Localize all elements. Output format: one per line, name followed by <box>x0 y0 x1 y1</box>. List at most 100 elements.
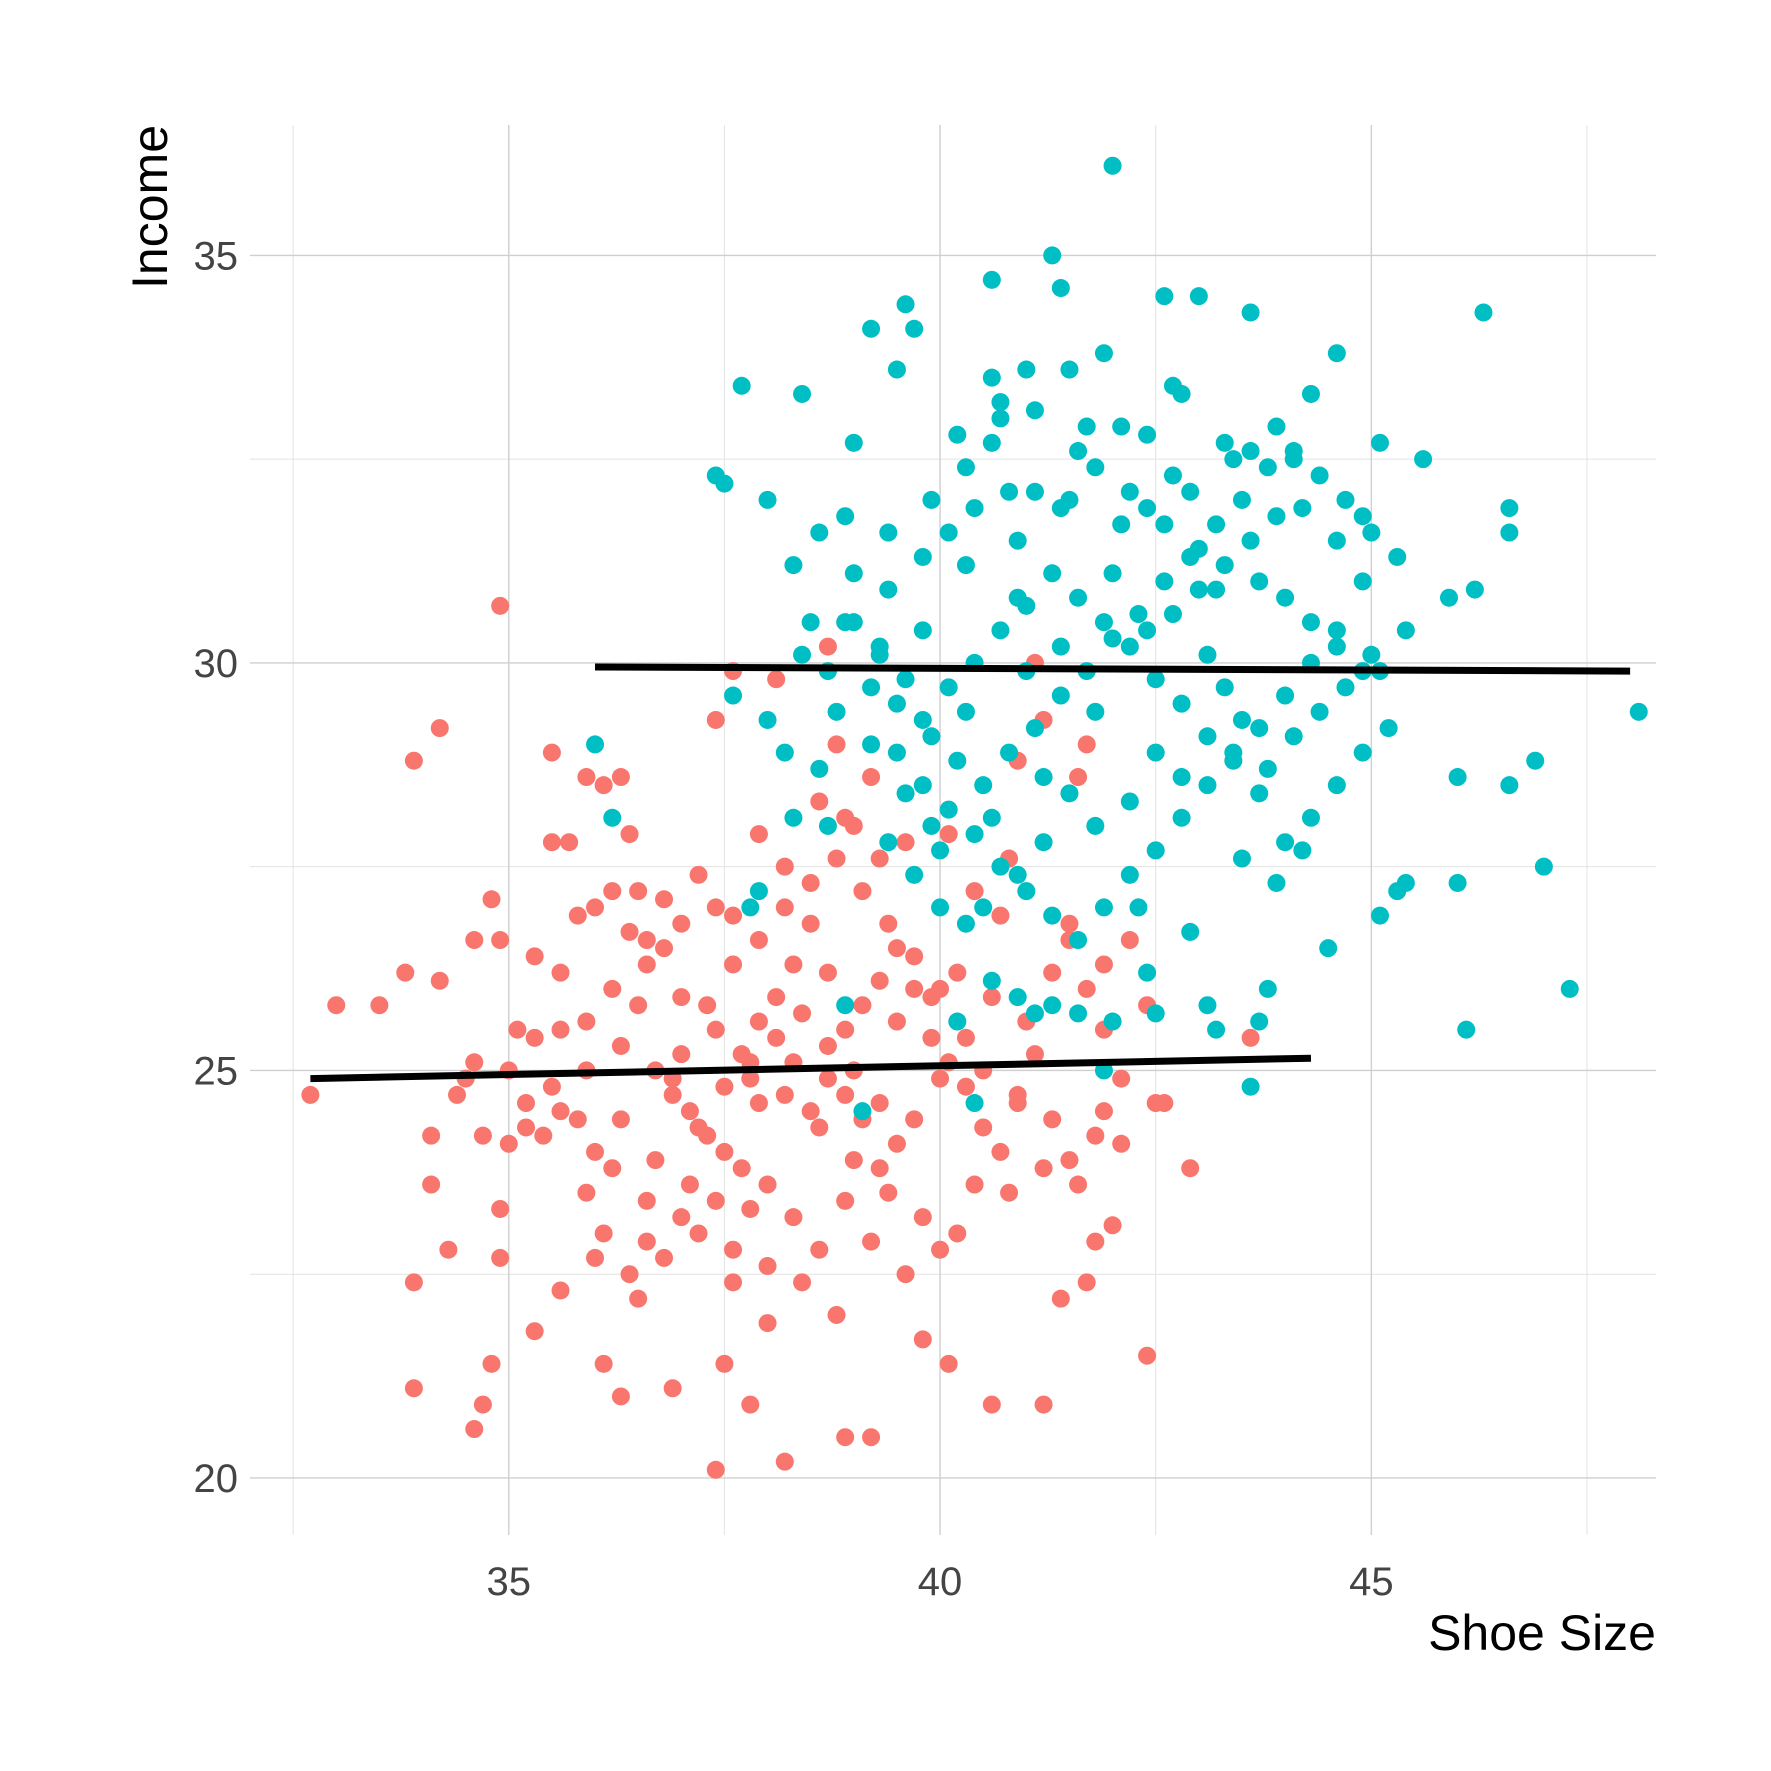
data-point-series-2 <box>1138 963 1157 982</box>
data-point-series-1 <box>905 947 924 966</box>
data-points <box>301 156 1648 1479</box>
data-point-series-2 <box>1000 482 1019 501</box>
data-point-series-2 <box>974 776 993 795</box>
data-point-series-1 <box>465 931 484 950</box>
data-point-series-2 <box>1060 360 1079 379</box>
data-point-series-1 <box>801 914 820 933</box>
data-point-series-2 <box>1034 768 1053 787</box>
data-point-series-1 <box>724 1273 743 1292</box>
data-point-series-1 <box>663 1379 682 1398</box>
data-point-series-1 <box>465 1420 484 1439</box>
y-tick-label: 35 <box>194 234 239 278</box>
data-point-series-2 <box>1198 776 1217 795</box>
data-point-series-2 <box>1353 743 1372 762</box>
data-point-series-2 <box>1155 287 1174 306</box>
data-point-series-1 <box>655 890 674 909</box>
data-point-series-1 <box>844 816 863 835</box>
data-point-series-2 <box>1043 996 1062 1015</box>
data-point-series-2 <box>810 759 829 778</box>
data-point-series-1 <box>1077 735 1096 754</box>
data-point-series-2 <box>1181 547 1200 566</box>
data-point-series-2 <box>1000 743 1019 762</box>
data-point-series-1 <box>534 1126 553 1145</box>
data-point-series-2 <box>1146 670 1165 689</box>
data-point-series-2 <box>991 621 1010 640</box>
data-point-series-1 <box>922 988 941 1007</box>
data-point-series-2 <box>1103 1012 1122 1031</box>
data-point-series-2 <box>1120 637 1139 656</box>
data-point-series-2 <box>1258 759 1277 778</box>
data-point-series-2 <box>1215 556 1234 575</box>
data-point-series-2 <box>1362 523 1381 542</box>
data-point-series-1 <box>879 914 898 933</box>
data-point-series-1 <box>1138 1346 1157 1365</box>
data-point-series-2 <box>827 702 846 721</box>
data-point-series-2 <box>1457 1020 1476 1039</box>
data-point-series-2 <box>1379 719 1398 738</box>
data-point-series-1 <box>1025 1045 1044 1064</box>
data-point-series-1 <box>1112 1134 1131 1153</box>
data-point-series-1 <box>836 1085 855 1104</box>
data-point-series-1 <box>620 1265 639 1284</box>
data-point-series-2 <box>1043 246 1062 265</box>
data-point-series-1 <box>577 768 596 787</box>
data-point-series-1 <box>1069 1175 1088 1194</box>
data-point-series-1 <box>404 1379 423 1398</box>
data-point-series-1 <box>1086 1232 1105 1251</box>
data-point-series-1 <box>862 768 881 787</box>
data-point-series-2 <box>784 808 803 827</box>
data-point-series-1 <box>698 996 717 1015</box>
data-point-series-1 <box>473 1126 492 1145</box>
data-point-series-1 <box>551 963 570 982</box>
data-point-series-2 <box>922 816 941 835</box>
data-point-series-1 <box>775 898 794 917</box>
data-point-series-2 <box>1500 499 1519 518</box>
data-point-series-2 <box>948 751 967 770</box>
data-point-series-2 <box>1094 613 1113 632</box>
data-point-series-2 <box>1293 841 1312 860</box>
data-point-series-1 <box>1086 1126 1105 1145</box>
data-point-series-2 <box>1301 613 1320 632</box>
data-point-series-1 <box>396 963 415 982</box>
data-point-series-2 <box>732 376 751 395</box>
data-point-series-1 <box>853 996 872 1015</box>
data-point-series-2 <box>1051 279 1070 298</box>
data-point-series-2 <box>1224 450 1243 469</box>
data-point-series-1 <box>1034 1395 1053 1414</box>
data-point-series-2 <box>939 678 958 697</box>
data-point-series-1 <box>956 1077 975 1096</box>
data-point-series-1 <box>542 743 561 762</box>
data-point-series-2 <box>1215 433 1234 452</box>
data-point-series-2 <box>1112 515 1131 534</box>
data-point-series-1 <box>629 1289 648 1308</box>
data-point-series-1 <box>491 596 510 615</box>
data-point-series-2 <box>1094 898 1113 917</box>
x-tick-label: 35 <box>487 1560 532 1604</box>
data-point-series-2 <box>922 727 941 746</box>
data-point-series-2 <box>844 564 863 583</box>
data-point-series-2 <box>1103 564 1122 583</box>
data-point-series-2 <box>1353 572 1372 591</box>
data-point-series-2 <box>1198 727 1217 746</box>
grid <box>250 125 1656 1535</box>
data-point-series-1 <box>1034 1159 1053 1178</box>
data-point-series-1 <box>758 1314 777 1333</box>
data-point-series-1 <box>499 1134 518 1153</box>
data-point-series-2 <box>1388 882 1407 901</box>
data-point-series-2 <box>1207 580 1226 599</box>
data-point-series-1 <box>1103 1216 1122 1235</box>
data-point-series-1 <box>965 1175 984 1194</box>
data-point-series-1 <box>586 1248 605 1267</box>
data-point-series-2 <box>913 547 932 566</box>
data-point-series-2 <box>1008 531 1027 550</box>
data-point-series-1 <box>680 1175 699 1194</box>
data-point-series-1 <box>482 890 501 909</box>
data-point-series-2 <box>1439 588 1458 607</box>
data-point-series-2 <box>939 523 958 542</box>
data-point-series-2 <box>1241 303 1260 322</box>
y-axis-title: Income <box>122 125 178 289</box>
data-point-series-2 <box>1327 637 1346 656</box>
data-point-series-2 <box>1232 710 1251 729</box>
data-point-series-1 <box>939 1354 958 1373</box>
data-point-series-2 <box>862 319 881 338</box>
